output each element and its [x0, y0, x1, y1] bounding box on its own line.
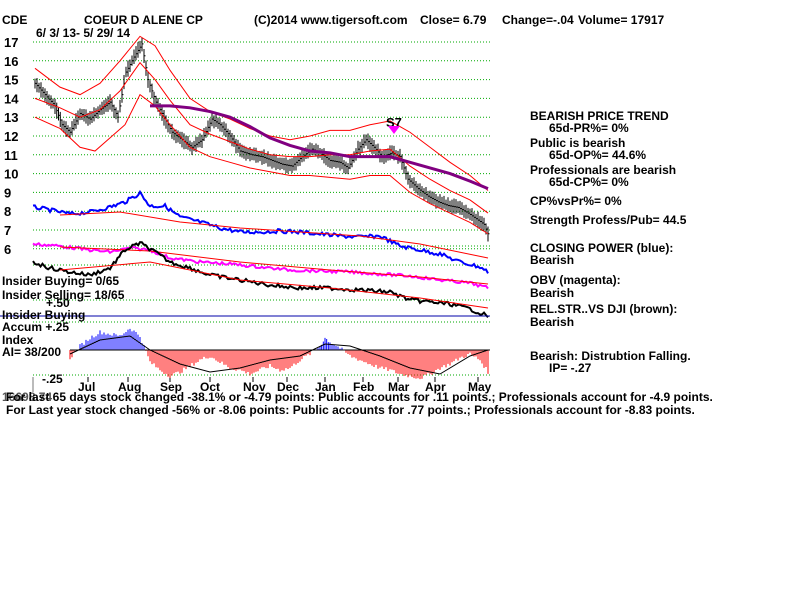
relative-strength-line [32, 241, 489, 318]
ticker: CDE [2, 13, 28, 27]
x-tick-label: Jan [315, 380, 336, 394]
accum-line1: Accum +.25 [2, 320, 70, 334]
closing-power-label: CLOSING POWER (blue): [530, 241, 674, 255]
cpvspr-value: CP%vsPr%= 0% [530, 194, 622, 208]
obv-ma [59, 246, 489, 285]
y-tick-label: 11 [4, 148, 18, 163]
ip-value: IP= -.27 [549, 361, 592, 375]
x-tick-label: Oct [200, 380, 220, 394]
close-value: Close= 6.79 [420, 13, 487, 27]
distribution-label: Bearish: Distrubtion Falling. [530, 349, 691, 363]
obv-label: OBV (magenta): [530, 273, 621, 287]
y-tick-label: 10 [4, 167, 18, 182]
x-tick-label: Jul [78, 380, 95, 394]
pros-title: Professionals are bearish [530, 163, 677, 177]
copyright: (C)2014 www.tigersoft.com [254, 13, 408, 27]
insider-buying: Insider Buying= 0/65 [2, 274, 120, 288]
lower-band [34, 93, 489, 235]
y-tick-label: 12 [4, 129, 18, 144]
x-tick-label: Sep [160, 380, 182, 394]
accum-ma [69, 335, 489, 375]
volume-value: Volume= 17917 [578, 13, 665, 27]
relstr-label: REL.STR..VS DJI (brown): [530, 302, 678, 316]
x-tick-label: Apr [425, 380, 446, 394]
x-tick-label: Dec [277, 380, 299, 394]
y-tick-label: 8 [4, 204, 11, 219]
y-tick-label: 16 [4, 54, 18, 69]
public-title: Public is bearish [530, 136, 626, 150]
accum-minus25: -.25 [42, 372, 63, 386]
accum-line2: Index [2, 333, 34, 347]
y-tick-label: 15 [4, 73, 18, 88]
obv-value: Bearish [530, 286, 575, 300]
x-tick-label: Aug [118, 380, 141, 394]
closing-power-line [32, 189, 489, 274]
footer-overlap: 16698.74 [2, 390, 53, 404]
moving-average [150, 104, 489, 191]
strength-value: Strength Profess/Pub= 44.5 [530, 213, 687, 227]
y-tick-label: 14 [4, 91, 19, 106]
relative-strength-ma [59, 261, 489, 309]
accum-line3: AI= 38/200 [2, 345, 62, 359]
insider-plus50: +.50 [46, 296, 70, 310]
closing-power-value: Bearish [530, 253, 575, 267]
x-tick-label: Mar [388, 380, 410, 394]
x-tick-label: Feb [353, 380, 374, 394]
pr-value: 65d-PR%= 0% [549, 121, 629, 135]
footer-line1: For last 65 days stock changed -38.1% or… [6, 390, 713, 404]
y-tick-label: 13 [4, 110, 18, 125]
middle-band [34, 61, 489, 214]
op-value: 65d-OP%= 44.6% [549, 148, 647, 162]
obv-line [32, 241, 489, 290]
closing-power-ma [59, 211, 489, 259]
y-tick-label: 17 [4, 35, 18, 50]
change-value: Change=-.04 [502, 13, 574, 27]
footer-line2: For Last year stock changed -56% or -8.0… [6, 403, 695, 417]
upper-band [34, 35, 489, 191]
trend-title: BEARISH PRICE TREND [530, 109, 669, 123]
insider-buying-label: Insider Buying [2, 308, 86, 322]
date-range: 6/ 3/ 13- 5/ 29/ 14 [36, 26, 131, 40]
company-name: COEUR D ALENE CP [84, 13, 203, 27]
y-tick-label: 9 [4, 185, 11, 200]
y-tick-label: 6 [4, 242, 11, 257]
x-tick-label: Nov [243, 380, 266, 394]
insider-selling: Insider Selling= 18/65 [2, 288, 125, 302]
cp-value: 65d-CP%= 0% [549, 175, 629, 189]
relstr-value: Bearish [530, 315, 575, 329]
x-tick-label: May [468, 380, 492, 394]
signal-s7-arrow [388, 126, 400, 134]
y-tick-label: 7 [4, 223, 11, 238]
